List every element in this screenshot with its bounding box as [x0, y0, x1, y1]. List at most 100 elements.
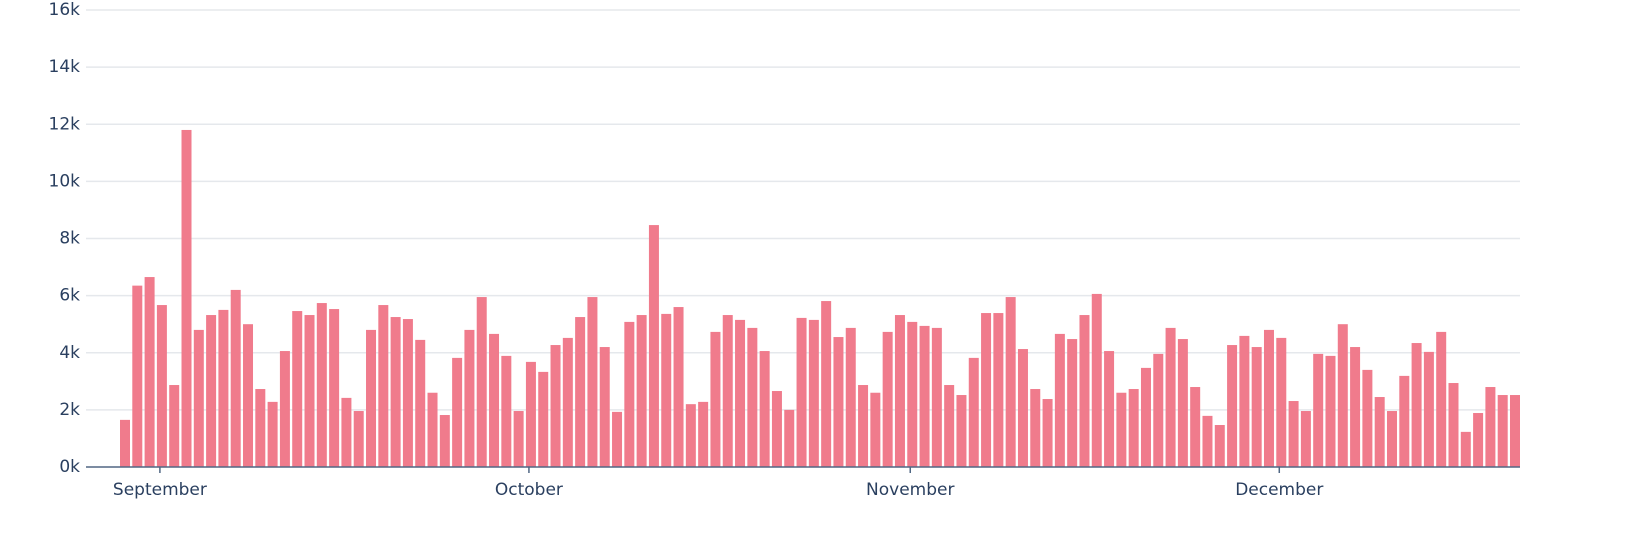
y-tick-label: 0k	[59, 457, 80, 477]
bar	[771, 391, 782, 467]
bar	[981, 313, 992, 467]
bar	[685, 404, 696, 467]
y-tick-label: 14k	[49, 57, 81, 77]
bar	[1473, 413, 1484, 467]
bar	[1227, 345, 1238, 467]
bar	[1263, 329, 1274, 467]
bar	[1337, 324, 1348, 467]
bar	[968, 357, 979, 467]
bar	[132, 285, 143, 467]
bar	[1423, 351, 1434, 467]
bar	[513, 411, 524, 467]
bar	[501, 355, 512, 467]
bar	[1300, 411, 1311, 467]
bar	[366, 329, 377, 467]
bar	[673, 307, 684, 467]
bar	[870, 392, 881, 467]
bar	[476, 297, 487, 467]
y-tick-label: 2k	[59, 400, 80, 420]
bar	[1128, 389, 1139, 467]
bar	[1460, 431, 1471, 467]
bar	[587, 297, 598, 467]
bar	[1177, 339, 1188, 467]
bar	[808, 319, 819, 467]
y-tick-label: 16k	[49, 0, 81, 20]
bar	[304, 315, 315, 467]
bar	[1510, 395, 1520, 467]
bar	[1485, 387, 1496, 467]
bar	[1214, 425, 1225, 467]
y-tick-label: 6k	[59, 286, 80, 306]
x-tick-label: September	[113, 480, 207, 500]
bar	[858, 385, 869, 467]
bar	[1140, 367, 1151, 467]
bar	[489, 333, 500, 467]
bar	[378, 305, 389, 467]
bar	[1350, 347, 1361, 467]
bar	[538, 371, 549, 467]
bar	[316, 303, 327, 467]
bar	[1067, 339, 1078, 467]
bar	[575, 317, 586, 467]
bar	[735, 319, 746, 467]
bar	[1251, 347, 1262, 467]
bar	[1276, 337, 1287, 467]
bar	[243, 324, 254, 467]
bar	[1448, 383, 1459, 467]
bar	[279, 351, 290, 467]
bar	[661, 313, 672, 467]
bar	[452, 357, 463, 467]
bar	[255, 389, 266, 467]
bar	[169, 385, 180, 467]
bar	[464, 329, 475, 467]
bar	[698, 401, 709, 467]
bar	[1399, 375, 1410, 467]
bar	[1325, 355, 1336, 467]
bar	[1153, 353, 1164, 467]
bar	[181, 129, 192, 467]
bar	[956, 395, 967, 467]
y-tick-label: 4k	[59, 343, 80, 363]
bar	[1239, 335, 1250, 467]
bar	[784, 409, 795, 467]
bar	[1411, 343, 1422, 467]
bar	[1288, 401, 1299, 467]
bar	[292, 311, 303, 467]
bar	[1202, 415, 1213, 467]
bar	[1190, 387, 1201, 467]
bar	[993, 313, 1004, 467]
bar	[894, 315, 905, 467]
bar	[390, 317, 401, 467]
bar	[1030, 389, 1041, 467]
bar	[636, 315, 647, 467]
bar	[218, 309, 229, 467]
bar	[722, 315, 733, 467]
bar	[612, 411, 623, 467]
bar	[230, 289, 241, 467]
bar	[747, 327, 758, 467]
bar	[267, 401, 278, 467]
bar	[833, 337, 844, 467]
bar	[710, 331, 721, 467]
bar	[1017, 349, 1028, 467]
bar	[919, 325, 930, 467]
bar	[944, 385, 955, 467]
y-tick-label: 10k	[49, 171, 81, 191]
bar	[439, 415, 450, 467]
bar	[427, 392, 438, 467]
bar	[1165, 327, 1176, 467]
bar	[415, 339, 426, 467]
bar	[907, 321, 918, 467]
bar	[759, 351, 770, 467]
y-tick-label: 12k	[49, 114, 81, 134]
bar	[341, 397, 352, 467]
bar	[329, 309, 340, 467]
bar	[206, 315, 217, 467]
bar	[144, 277, 155, 467]
bar	[1091, 293, 1102, 467]
bar	[1386, 411, 1397, 467]
bar	[845, 327, 856, 467]
bar	[402, 319, 413, 467]
bar	[599, 347, 610, 467]
